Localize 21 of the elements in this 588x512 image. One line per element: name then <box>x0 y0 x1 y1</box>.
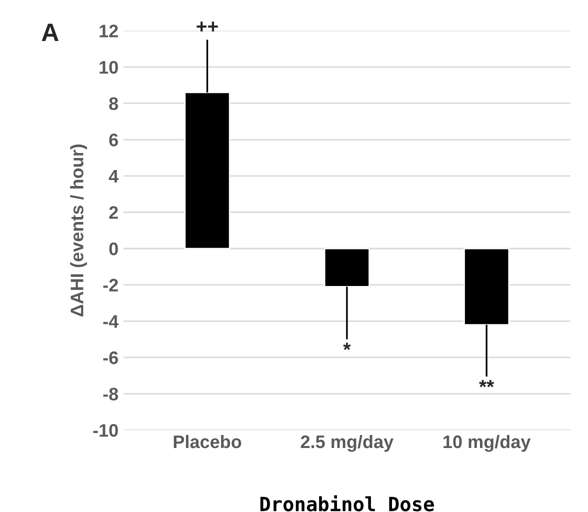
x-axis-title: Dronabinol Dose <box>260 495 434 512</box>
chart-title: A <box>42 24 59 41</box>
y-tick-label: -2 <box>103 278 118 292</box>
y-tick-label: 0 <box>109 242 118 256</box>
annotation: * <box>343 342 351 350</box>
y-tick-label: -10 <box>93 424 118 437</box>
y-tick-label: 2 <box>109 206 118 219</box>
y-tick-label: 4 <box>108 170 119 182</box>
y-tick-label: -4 <box>103 315 119 328</box>
x-tick-label: 2.5 mg/day <box>300 434 394 452</box>
y-tick-label: 8 <box>109 97 118 110</box>
annotation: ++ <box>196 22 218 32</box>
y-tick-label: -8 <box>103 388 118 400</box>
x-tick-label: 10 mg/day <box>444 434 531 452</box>
x-tick-label: Placebo <box>174 434 242 448</box>
annotation: ** <box>479 380 494 388</box>
y-tick-label: 6 <box>109 134 118 146</box>
y-tick-label: 10 <box>100 60 118 74</box>
y-tick-label: 12 <box>100 24 118 38</box>
y-axis-title: ΔAHI (events / hour) <box>70 144 87 316</box>
y-tick-label: -6 <box>103 351 118 364</box>
